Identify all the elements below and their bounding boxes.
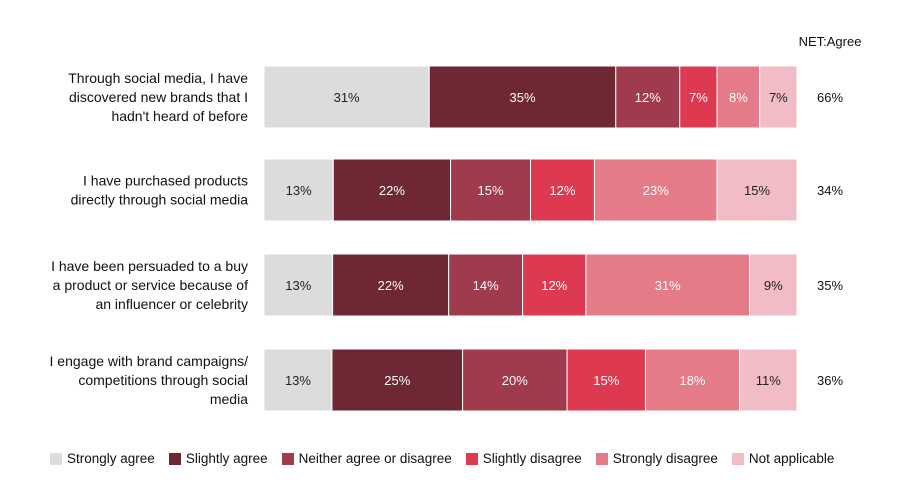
net-agree-value: 35%	[817, 278, 843, 293]
bar-value-label: 13%	[286, 183, 312, 198]
net-agree-header: NET:Agree	[799, 34, 862, 49]
category-label: I have been persuaded to a buy a product …	[51, 258, 248, 312]
legend-label: Strongly agree	[67, 451, 155, 466]
bar-segment	[428, 65, 617, 129]
legend-label: Strongly disagree	[612, 451, 718, 466]
bar-value-label: 22%	[378, 278, 404, 293]
bar-segment	[759, 65, 798, 129]
legend-swatch	[168, 452, 181, 465]
bar-segment	[332, 253, 450, 317]
bar-value-label: 11%	[756, 373, 781, 388]
bar-value-label: 15%	[744, 183, 770, 198]
bar-value-label: 35%	[509, 90, 535, 105]
bar-value-label: 20%	[502, 373, 528, 388]
legend-label: Slightly agree	[185, 451, 268, 466]
bar-value-label: 13%	[285, 278, 311, 293]
bar-segment	[739, 348, 798, 412]
bar-value-label: 25%	[384, 373, 410, 388]
category-label-line: directly through social media	[71, 192, 249, 208]
bar-segment	[716, 65, 761, 129]
bar-value-label: 31%	[655, 278, 681, 293]
legend-item: Neither agree or disagree	[281, 451, 452, 466]
category-label-line: media	[210, 391, 248, 407]
net-agree-value: 36%	[817, 373, 843, 388]
bar-segment	[332, 158, 452, 222]
category-label-line: hadn't heard of before	[111, 108, 248, 124]
bar-value-label: 15%	[593, 373, 619, 388]
bar-segment	[462, 348, 568, 412]
bar-segment	[615, 65, 681, 129]
net-agree-value: 34%	[817, 183, 843, 198]
legend-item: Slightly disagree	[465, 451, 582, 466]
bar-segment	[566, 348, 646, 412]
legend: Strongly agree Slightly agree Neither agre…	[50, 451, 848, 466]
category-label: Through social media, I have discovered n…	[68, 70, 248, 124]
legend-item: Strongly disagree	[595, 451, 718, 466]
legend-item: Not applicable	[731, 451, 835, 466]
bar-segment	[585, 253, 751, 317]
bar-segment	[331, 348, 464, 412]
bar-value-label: 9%	[764, 278, 783, 293]
bar-segment	[749, 253, 798, 317]
legend-swatch	[731, 452, 744, 465]
category-label-line: a product or service because of	[53, 277, 248, 293]
bar-value-label: 12%	[549, 183, 575, 198]
bar-value-label: 31%	[334, 90, 360, 105]
legend-swatch	[50, 452, 62, 465]
legend-label: Not applicable	[748, 451, 835, 466]
legend-item: Slightly agree	[168, 451, 268, 466]
bar-segment	[522, 253, 587, 317]
bar-value-label: 13%	[285, 373, 311, 388]
bar-segment	[263, 65, 430, 129]
bar-value-label: 15%	[478, 183, 504, 198]
bar-value-label: 12%	[635, 90, 661, 105]
bar-value-label: 23%	[643, 183, 669, 198]
category-label-line: I engage with brand campaigns/	[50, 353, 249, 369]
bar-segment	[716, 158, 798, 222]
bar-value-label: 18%	[679, 373, 705, 388]
bar-segment	[530, 158, 595, 222]
legend-label: Neither agree or disagree	[298, 451, 452, 466]
bar-value-label: 22%	[379, 183, 405, 198]
bar-segment	[644, 348, 741, 412]
net-agree-value: 66%	[817, 90, 843, 105]
bar-segment	[450, 158, 531, 222]
bar-value-label: 14%	[473, 278, 499, 293]
legend-swatch	[465, 452, 478, 465]
legend-swatch	[281, 452, 294, 465]
legend-label: Slightly disagree	[482, 451, 582, 466]
legend-swatch	[595, 452, 608, 465]
category-label: I engage with brand campaigns/competitio…	[50, 353, 249, 407]
bar-value-label: 8%	[729, 90, 748, 105]
bar-value-label: 7%	[769, 90, 788, 105]
category-label-line: I have purchased products	[83, 173, 248, 189]
bar-value-label: 7%	[689, 90, 708, 105]
category-label-line: Through social media, I have	[68, 70, 248, 86]
bar-value-label: 12%	[541, 278, 567, 293]
bar-segment	[263, 253, 334, 317]
bar-segment	[263, 348, 333, 412]
category-label-line: discovered new brands that I	[69, 89, 248, 105]
bar-segment	[263, 158, 334, 222]
legend-item: Strongly agree	[50, 451, 155, 466]
category-label-line: an influencer or celebrity	[95, 296, 248, 312]
category-label-line: competitions through social	[78, 372, 248, 388]
bars-group: Through social media, I have discovered n…	[50, 65, 843, 412]
stacked-bar-chart: NET:Agree Through social media, I have di…	[50, 34, 862, 412]
category-label: I have purchased products directly throug…	[71, 173, 249, 208]
category-label-line: I have been persuaded to a buy	[51, 258, 248, 274]
